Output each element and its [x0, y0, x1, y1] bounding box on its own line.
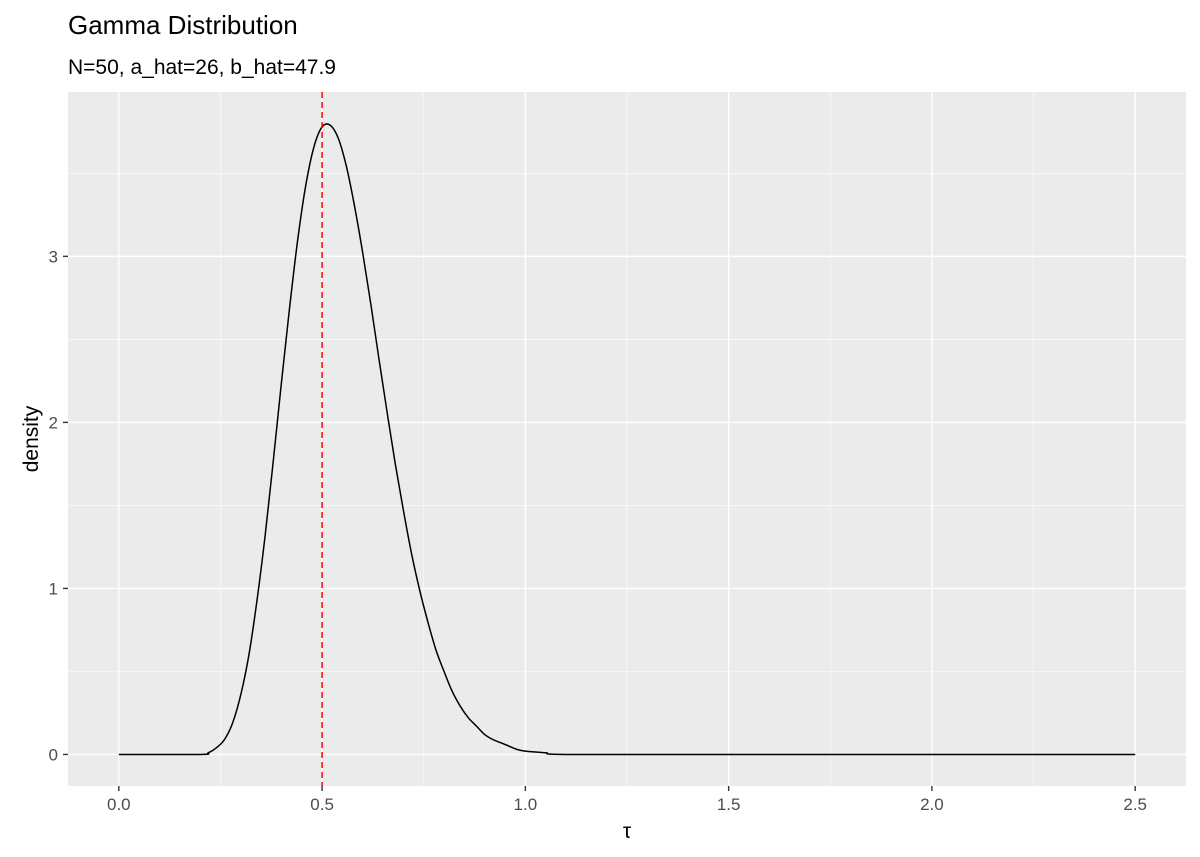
series-layer [118, 123, 1136, 756]
x-tick-label: 1.5 [717, 795, 741, 814]
x-axis: 0.0 0.5 1.0 1.5 2.0 2.5 [107, 786, 1147, 814]
y-tick-label: 3 [49, 247, 58, 266]
x-tick-label: 2.0 [920, 795, 944, 814]
chart-title: Gamma Distribution [68, 10, 298, 40]
y-axis: 0 1 2 3 [49, 247, 68, 764]
x-tick-label: 0.5 [310, 795, 334, 814]
chart-subtitle: N=50, a_hat=26, b_hat=47.9 [68, 56, 336, 79]
density-line [118, 123, 1136, 756]
x-tick-label: 0.0 [107, 795, 131, 814]
x-axis-title: τ [623, 820, 632, 843]
major-gridlines [68, 92, 1186, 786]
y-tick-label: 1 [49, 579, 58, 598]
minor-gridlines [68, 92, 1186, 786]
y-axis-title: density [20, 405, 43, 472]
y-tick-label: 2 [49, 413, 58, 432]
x-tick-label: 2.5 [1123, 795, 1147, 814]
x-tick-label: 1.0 [514, 795, 538, 814]
y-tick-label: 0 [49, 745, 58, 764]
